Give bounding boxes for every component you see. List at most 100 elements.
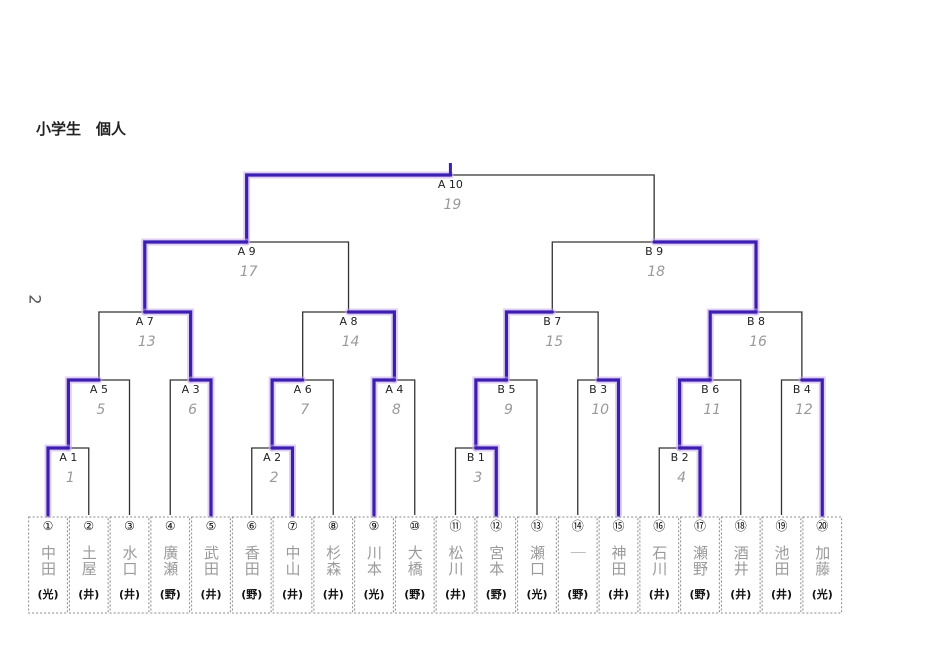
match-label: B 4 (793, 383, 811, 396)
player-box (557, 516, 598, 614)
player-box (68, 516, 109, 614)
player-box (150, 516, 191, 614)
match-label: A 9 (238, 245, 256, 258)
winner-line (652, 240, 758, 314)
team-name: (野) (567, 588, 588, 601)
seed-number: ⑨ (369, 519, 380, 533)
seed-number: ⑥ (246, 519, 257, 533)
player-entry: ⑪ 松川 (井) (435, 516, 476, 614)
bracket-line (169, 379, 212, 515)
match-label: A 3 (182, 383, 200, 396)
player-box (639, 516, 680, 614)
champion-mark (446, 163, 452, 177)
winner-line (270, 446, 295, 517)
match-order: 7 (300, 402, 309, 418)
team-name: (井) (730, 587, 751, 601)
player-box (680, 516, 720, 614)
team-name: (井) (608, 587, 629, 601)
winner-line (504, 310, 554, 382)
player-entry: ④ 廣瀬 (野) (150, 516, 191, 614)
match-order: 1 (66, 470, 75, 486)
team-name: (光) (526, 587, 547, 601)
team-name: (野) (160, 588, 181, 601)
match-order: 5 (96, 402, 105, 418)
player-box (313, 516, 354, 614)
winner-line (678, 378, 712, 450)
winner-glow (187, 376, 215, 519)
team-name: (野) (486, 588, 507, 601)
player-entry: ⑰ 瀬野 (野) (680, 516, 720, 614)
winner-line (46, 446, 70, 517)
player-box (435, 516, 476, 614)
player-name: 松川 (447, 545, 465, 577)
winner-line (245, 173, 453, 244)
player-entry: ⑥ 香田 (野) (231, 516, 272, 614)
match-order: 10 (591, 402, 609, 418)
player-entry: ⑫ 宮本 (野) (476, 516, 517, 614)
match-label: A 10 (438, 178, 463, 191)
bracket-line (577, 379, 620, 515)
seed-number: ⑮ (612, 519, 624, 533)
seed-number: ⑳ (816, 519, 828, 533)
match-order: 15 (545, 334, 563, 350)
seed-number: ④ (165, 519, 176, 533)
player-entry: ⑤ 武田 (井) (191, 516, 231, 614)
page-title: 小学生 個人 (36, 120, 127, 138)
seed-number: ⑲ (775, 519, 787, 533)
winner-path (44, 163, 826, 519)
match-order: 11 (703, 402, 721, 418)
player-entry: ⑧ 杉森 (井) (313, 516, 354, 614)
team-name: (光) (363, 587, 384, 601)
team-name: (井) (200, 587, 221, 601)
match-label: B 9 (645, 245, 663, 258)
seed-number: ⑩ (409, 519, 420, 533)
winner-line (372, 378, 396, 517)
player-entry: ⑦ 中山 (井) (272, 516, 313, 614)
player-entry: ⑨ 川本 (光) (354, 516, 394, 614)
winner-line (596, 378, 621, 517)
player-box (761, 516, 802, 614)
player-name: 宮本 (487, 545, 505, 577)
match-label: A 6 (294, 383, 312, 396)
match-order: 13 (138, 334, 156, 350)
seed-number: ⑪ (449, 519, 461, 533)
seed-number: ⑱ (735, 519, 747, 533)
player-box (598, 516, 639, 614)
player-name: ｜ (569, 545, 587, 561)
match-label: A 1 (59, 451, 77, 464)
match-label: B 6 (701, 383, 719, 396)
match-order: 16 (749, 334, 767, 350)
team-name: (井) (282, 587, 303, 601)
player-box (517, 516, 557, 614)
player-name: 瀬野 (691, 545, 709, 577)
team-name: (井) (771, 587, 792, 601)
player-box (191, 516, 231, 614)
seed-number: ⑧ (328, 519, 339, 533)
player-name: 土屋 (80, 545, 98, 577)
team-name: (井) (119, 587, 140, 601)
player-entry: ⑯ 石川 (井) (639, 516, 680, 614)
player-entry: ⑭ ｜ (野) (557, 516, 598, 614)
player-name: 神田 (610, 545, 628, 577)
player-name: 酒井 (732, 545, 750, 577)
team-name: (井) (78, 587, 99, 601)
seed-number: ① (43, 519, 54, 533)
match-order: 12 (795, 402, 813, 418)
winner-line (143, 310, 193, 382)
player-box (109, 516, 150, 614)
match-order: 19 (443, 197, 461, 213)
winner-line (66, 378, 101, 450)
winner-glow (798, 376, 826, 519)
match-order: 14 (342, 334, 360, 350)
winner-line (678, 446, 702, 517)
seed-number: ⑬ (531, 519, 543, 533)
match-label: A 8 (340, 315, 358, 328)
team-name: (光) (37, 587, 58, 601)
bracket-line (373, 379, 416, 515)
team-name: (野) (404, 588, 425, 601)
match-order: 6 (188, 402, 197, 418)
match-label: A 7 (136, 315, 154, 328)
winner-glow (650, 238, 760, 316)
seed-number: ⑦ (287, 519, 298, 533)
